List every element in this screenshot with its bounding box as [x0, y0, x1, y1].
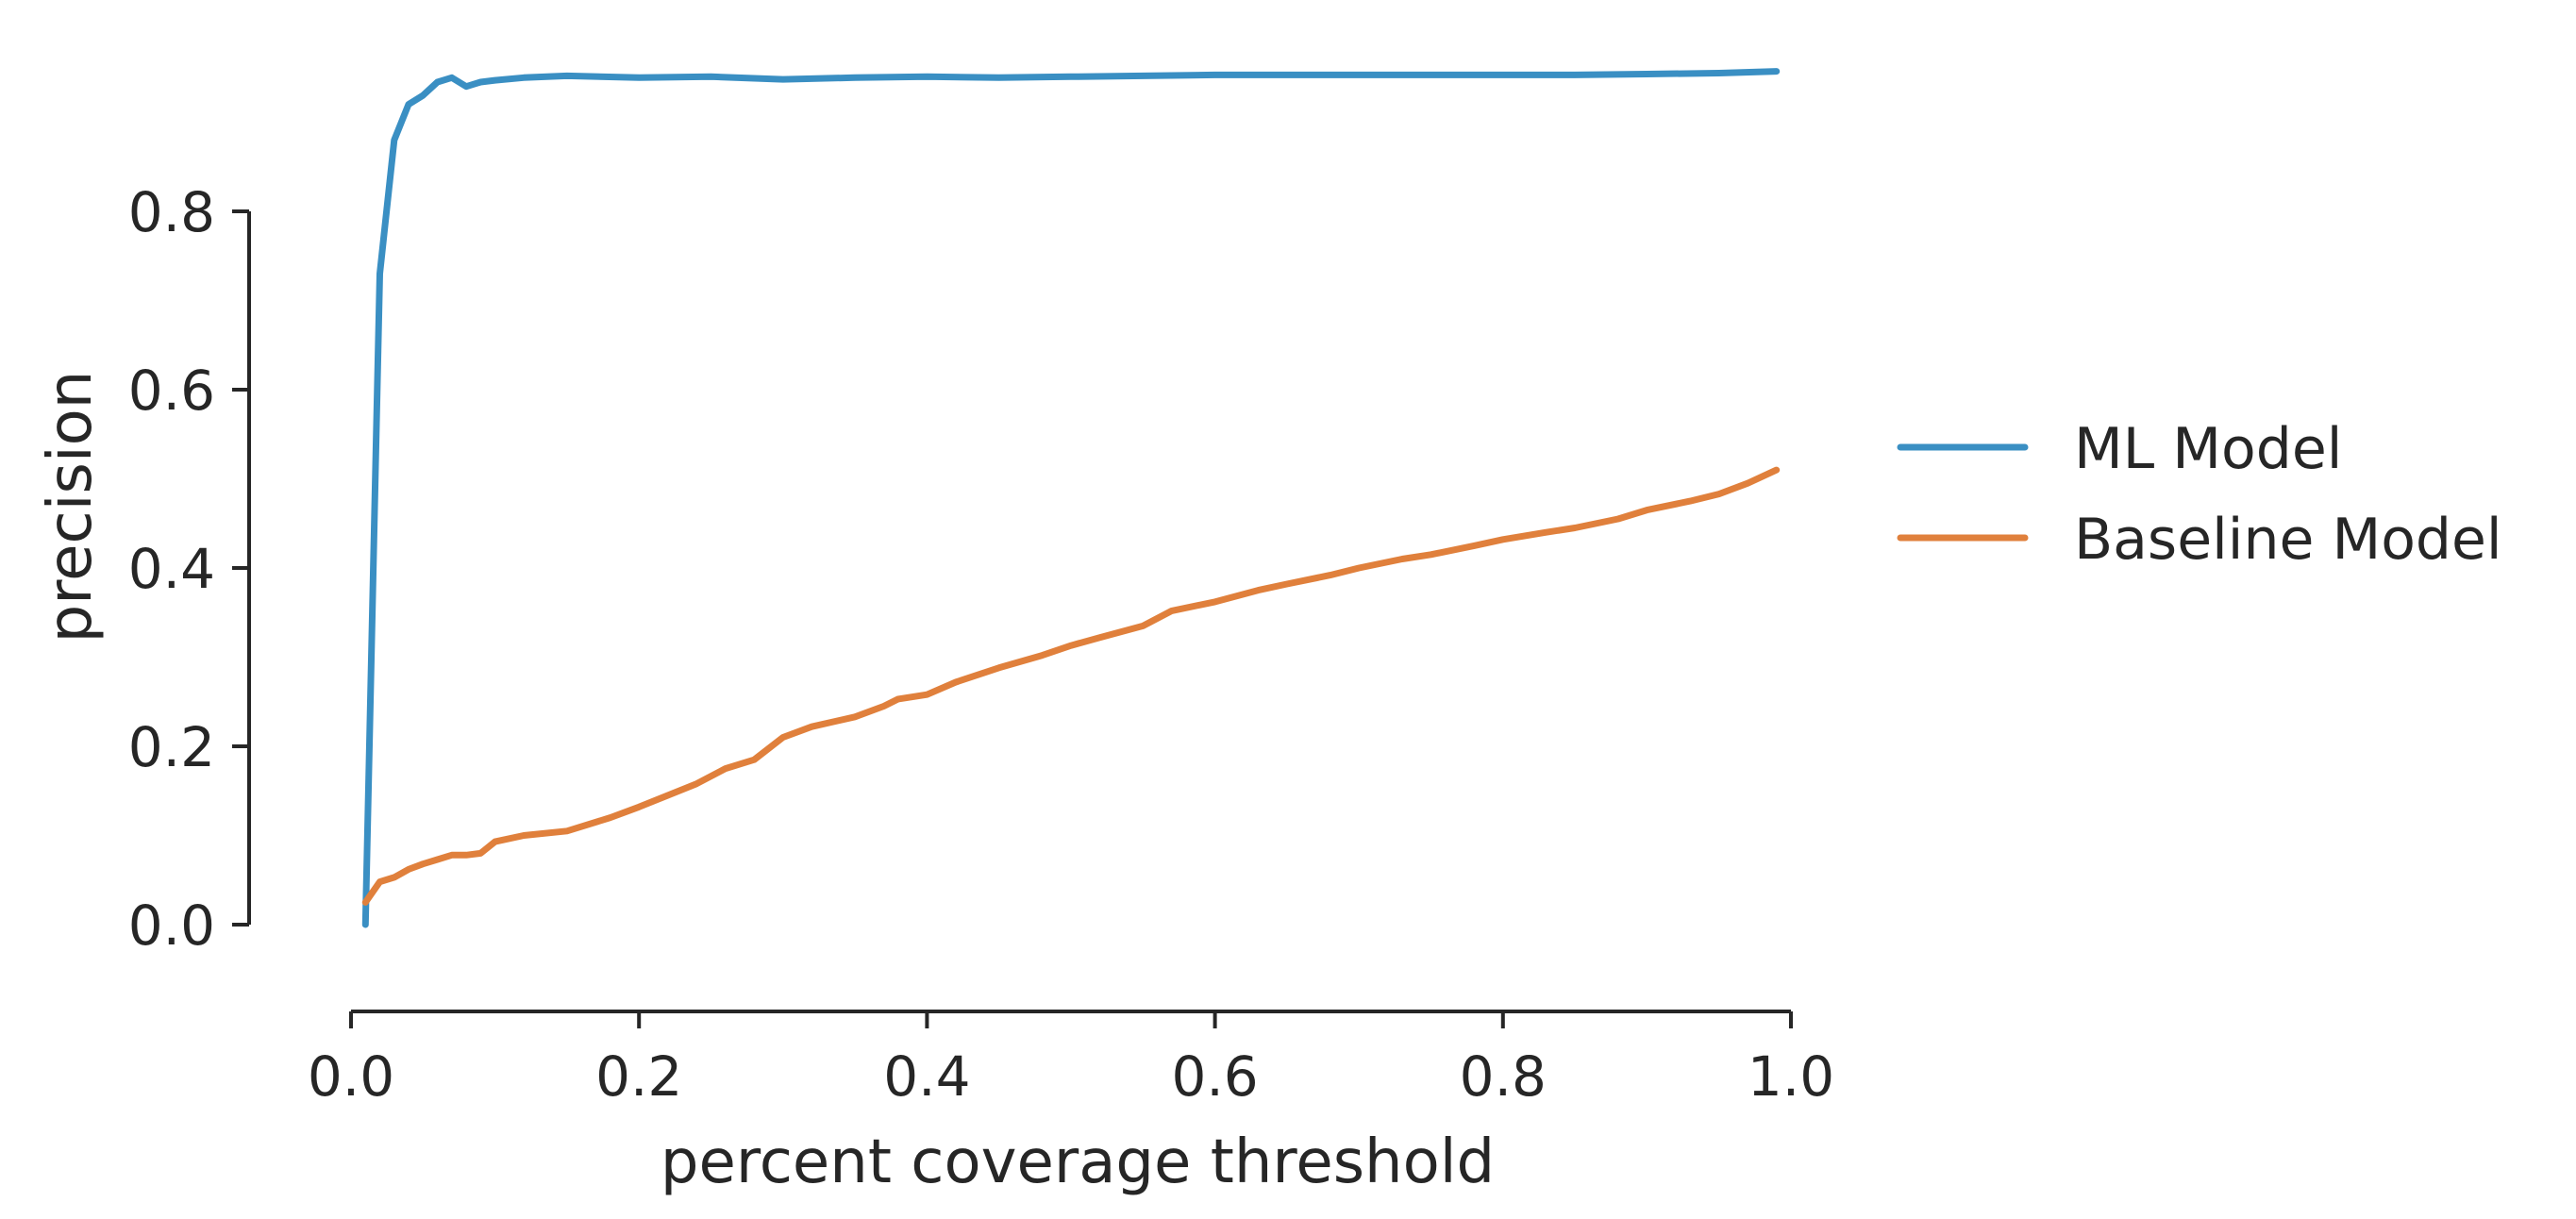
x-tick-label: 0.4: [883, 1044, 970, 1109]
x-axis-title: percent coverage threshold: [661, 1127, 1495, 1197]
series-layer: [361, 68, 1781, 928]
series-line-baseline-model: [361, 466, 1781, 906]
legend: ML Model Baseline Model: [1897, 416, 2502, 573]
x-axis: 0.0 0.2 0.4 0.6 0.8 1.0: [308, 1010, 1834, 1109]
y-tick-label: 0.0: [128, 893, 215, 958]
y-tick-label: 0.4: [128, 537, 215, 601]
legend-label: ML Model: [2074, 416, 2342, 482]
x-tick-label: 0.6: [1171, 1044, 1258, 1109]
y-tick-label: 0.8: [128, 180, 215, 244]
x-tick-label: 1.0: [1748, 1044, 1834, 1109]
y-axis: 0.0 0.2 0.4 0.6 0.8: [128, 180, 251, 958]
y-tick-label: 0.6: [128, 359, 215, 423]
legend-label: Baseline Model: [2074, 507, 2502, 573]
x-tick-label: 0.0: [308, 1044, 394, 1109]
x-tick-label: 0.8: [1460, 1044, 1547, 1109]
y-axis-title: precision: [36, 371, 106, 643]
y-tick-label: 0.2: [128, 715, 215, 779]
x-tick-label: 0.2: [595, 1044, 682, 1109]
series-line-ml-model: [361, 68, 1781, 928]
